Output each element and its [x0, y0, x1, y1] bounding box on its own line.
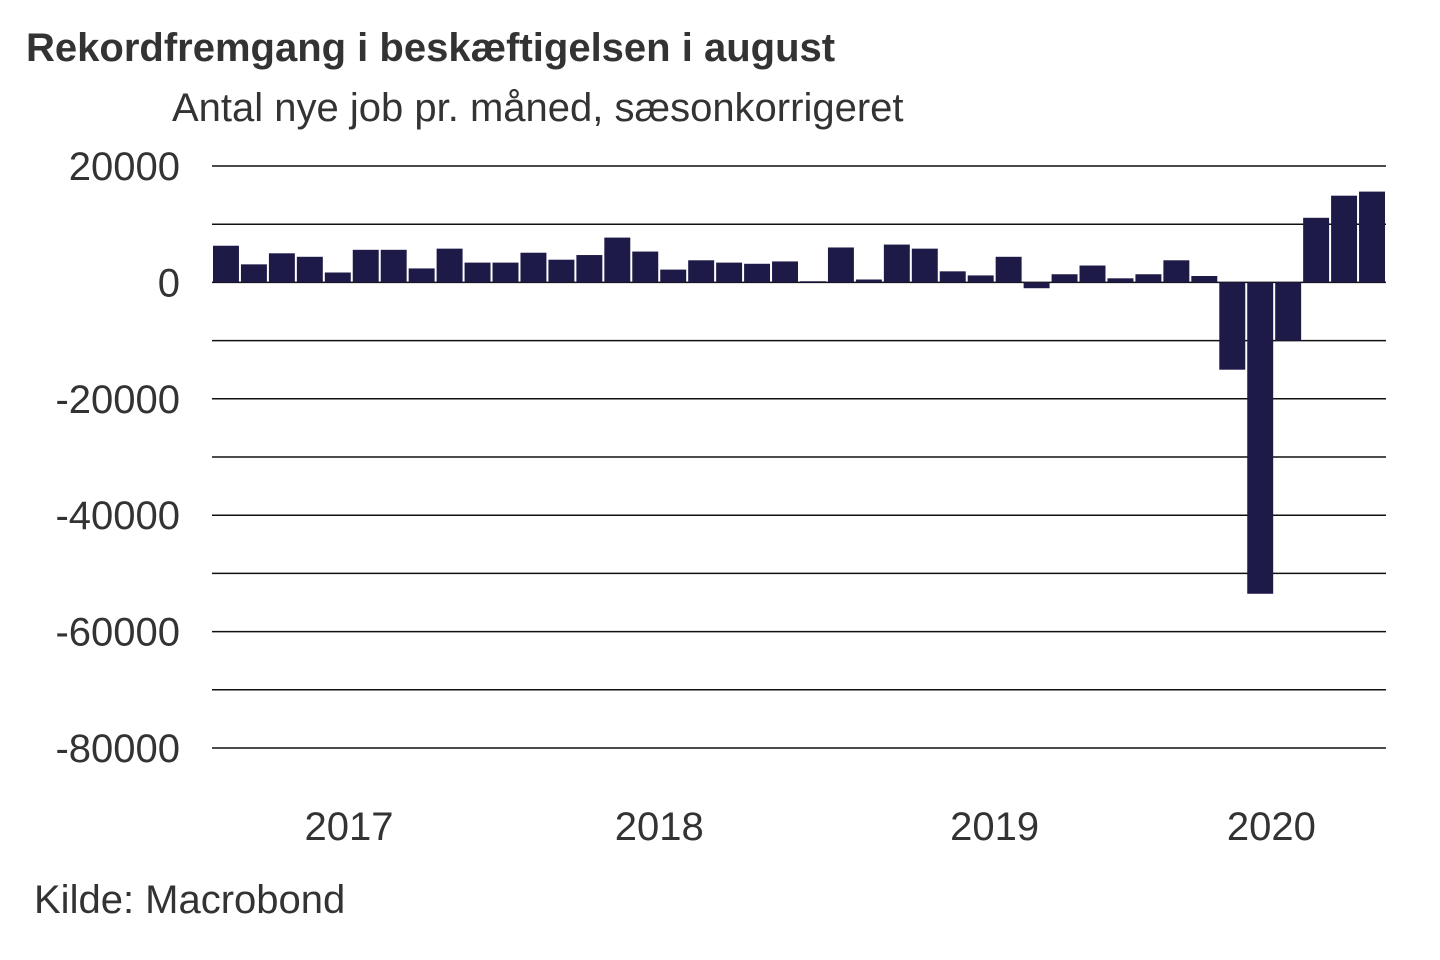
bar	[1303, 217, 1330, 283]
bar	[967, 275, 994, 283]
y-tick-label: -60000	[55, 611, 180, 655]
x-tick-label: 2019	[950, 805, 1039, 849]
bar	[213, 245, 239, 283]
bar	[520, 252, 547, 283]
chart-title: Rekordfremgang i beskæftigelsen i august	[26, 26, 836, 70]
bar	[632, 251, 659, 283]
x-tick-label: 2018	[615, 805, 704, 849]
bar	[855, 279, 882, 283]
bars	[213, 191, 1385, 594]
bar	[1051, 274, 1078, 283]
bar	[576, 255, 603, 283]
bar	[1359, 191, 1385, 283]
bar	[296, 256, 323, 283]
x-axis-ticks: 2017 2018 2019 2020	[304, 805, 1315, 849]
bar	[772, 261, 798, 283]
bar	[1163, 260, 1190, 283]
bar	[548, 259, 575, 283]
bar	[324, 272, 351, 283]
bar	[660, 269, 687, 283]
bar	[380, 249, 407, 283]
bar	[1079, 265, 1106, 283]
bar	[352, 249, 379, 283]
source-note: Kilde: Macrobond	[34, 878, 346, 922]
bar	[1023, 282, 1050, 289]
x-tick-label: 2017	[304, 805, 393, 849]
bar	[800, 281, 826, 283]
bar	[911, 248, 938, 283]
bar	[464, 262, 491, 283]
bar	[604, 237, 631, 283]
y-tick-label: 20000	[69, 145, 180, 189]
bar	[1275, 282, 1302, 341]
y-tick-label: -20000	[55, 378, 180, 422]
bar	[268, 253, 295, 283]
bar	[716, 262, 743, 283]
chart-subtitle: Antal nye job pr. måned, sæsonkorrigeret	[172, 86, 904, 130]
bar	[408, 268, 435, 283]
bar	[1107, 278, 1134, 283]
bar	[688, 260, 715, 283]
y-tick-label: 0	[158, 261, 180, 305]
bar	[883, 244, 910, 283]
bar	[827, 247, 854, 283]
bar	[744, 263, 771, 283]
bar	[240, 264, 267, 283]
x-tick-label: 2020	[1227, 805, 1316, 849]
bar	[939, 271, 966, 283]
bar	[995, 256, 1022, 283]
y-tick-label: -40000	[55, 494, 180, 538]
bar	[1135, 274, 1162, 283]
bar	[1191, 275, 1218, 283]
bar	[1247, 282, 1274, 594]
y-tick-label: -80000	[55, 727, 180, 771]
bar	[492, 262, 519, 283]
bar	[1219, 282, 1246, 370]
y-axis-ticks: 20000 0 -20000 -40000 -60000 -80000	[55, 145, 180, 771]
bar	[436, 248, 463, 283]
bar	[1331, 195, 1358, 283]
gridlines	[212, 165, 1386, 749]
